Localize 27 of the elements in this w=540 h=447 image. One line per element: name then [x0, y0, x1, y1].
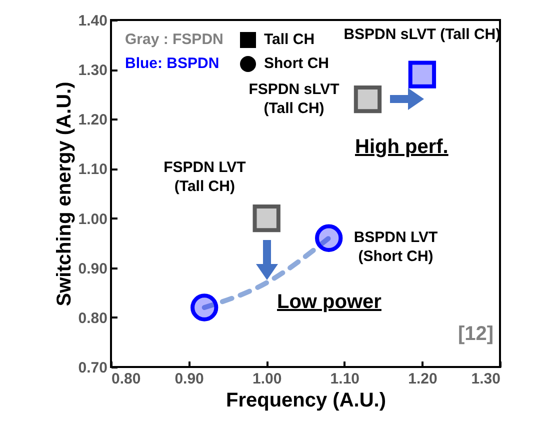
y-tick-label: 1.40: [78, 12, 108, 30]
x-tick-label: 1.00: [252, 370, 282, 388]
annotation: [12]: [458, 323, 494, 345]
annotation: BSPDN LVT (Short CH): [354, 228, 438, 266]
x-tick-label: 1.20: [408, 370, 438, 388]
x-tick-label: 1.30: [471, 370, 500, 388]
annotation: Tall CH: [264, 30, 315, 49]
annotation: BSPDN sLVT (Tall CH): [344, 24, 501, 44]
y-tick-label: 0.70: [78, 360, 108, 376]
x-tick-label: 0.90: [174, 370, 204, 388]
annotation: High perf.: [355, 135, 448, 159]
y-tick-label: 1.20: [78, 112, 108, 129]
annotation: FSPDN LVT (Tall CH): [164, 158, 246, 196]
x-tick-label: 0.80: [112, 370, 141, 388]
y-tick-label: 1.30: [78, 62, 108, 80]
x-axis-title: Frequency (A.U.): [226, 390, 386, 412]
x-tick-label: 1.10: [330, 370, 360, 388]
annotation: Gray : FSPDN: [125, 30, 224, 49]
y-axis-title: Switching energy (A.U.): [53, 82, 76, 306]
annotation: Short CH: [264, 54, 329, 73]
annotation: Low power: [277, 290, 382, 314]
y-tick-label: 1.00: [78, 210, 108, 228]
annotation: Blue: BSPDN: [125, 54, 220, 73]
y-tick-label: 1.10: [78, 161, 108, 178]
y-tick-label: 0.90: [78, 260, 108, 278]
y-tick-label: 0.80: [78, 310, 108, 327]
annotation: FSPDN sLVT (Tall CH): [248, 80, 340, 118]
